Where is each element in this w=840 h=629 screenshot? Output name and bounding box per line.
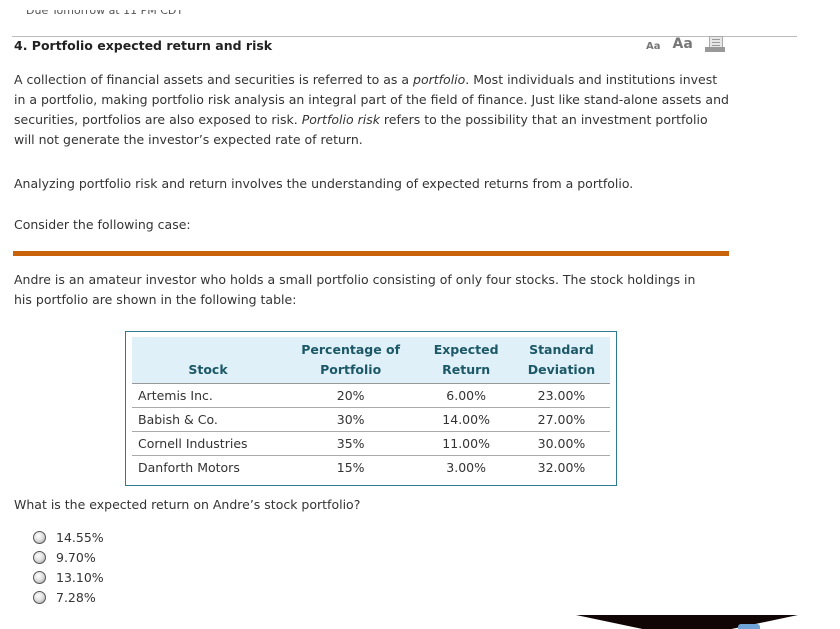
question-text: What is the expected return on Andre’s s… — [14, 497, 361, 512]
question-title: 4. Portfolio expected return and risk — [14, 38, 273, 53]
header-divider — [12, 36, 797, 37]
analysis-paragraph: Analyzing portfolio risk and return invo… — [14, 176, 634, 191]
table-row: Cornell Industries 35% 11.00% 30.00% — [132, 432, 610, 456]
table-row: Artemis Inc. 20% 6.00% 23.00% — [132, 384, 610, 408]
print-icon[interactable] — [704, 36, 725, 52]
font-smaller-button[interactable]: Aa — [646, 41, 661, 52]
table-row: Babish & Co. 30% 14.00% 27.00% — [132, 408, 610, 432]
radio-button[interactable] — [33, 590, 46, 604]
table-row: Danforth Motors 15% 3.00% 32.00% — [138, 460, 586, 475]
table-header-row: Stock Percentage of Portfolio Expected Ret… — [132, 337, 610, 384]
answer-option[interactable]: 9.70% — [33, 547, 104, 567]
radio-button[interactable] — [33, 550, 46, 564]
col-header-expected-return: Expected Return — [419, 337, 513, 384]
due-date-text: Due Tomorrow at 11 PM CDT — [26, 10, 184, 17]
col-header-percentage: Percentage of Portfolio — [282, 337, 420, 384]
answer-options: 14.55% 9.70% 13.10% 7.28% — [33, 527, 104, 607]
radio-button[interactable] — [33, 570, 46, 584]
col-header-stock: Stock — [132, 337, 282, 384]
answer-option[interactable]: 13.10% — [33, 567, 104, 587]
toolbar: Aa Aa — [646, 36, 725, 52]
consider-text: Consider the following case: — [14, 217, 191, 232]
intro-paragraph: A collection of financial assets and sec… — [14, 72, 729, 147]
radio-button[interactable] — [33, 530, 46, 544]
bottom-shadow — [576, 615, 798, 629]
case-paragraph: Andre is an amateur investor who holds a… — [14, 272, 696, 307]
col-header-std-dev: Standard Deviation — [512, 337, 610, 384]
font-larger-button[interactable]: Aa — [672, 36, 693, 52]
bottom-tab[interactable] — [738, 624, 760, 629]
portfolio-table: Stock Percentage of Portfolio Expected Ret… — [125, 331, 617, 486]
answer-option[interactable]: 14.55% — [33, 527, 104, 547]
answer-option[interactable]: 7.28% — [33, 587, 104, 607]
section-divider — [13, 251, 729, 256]
